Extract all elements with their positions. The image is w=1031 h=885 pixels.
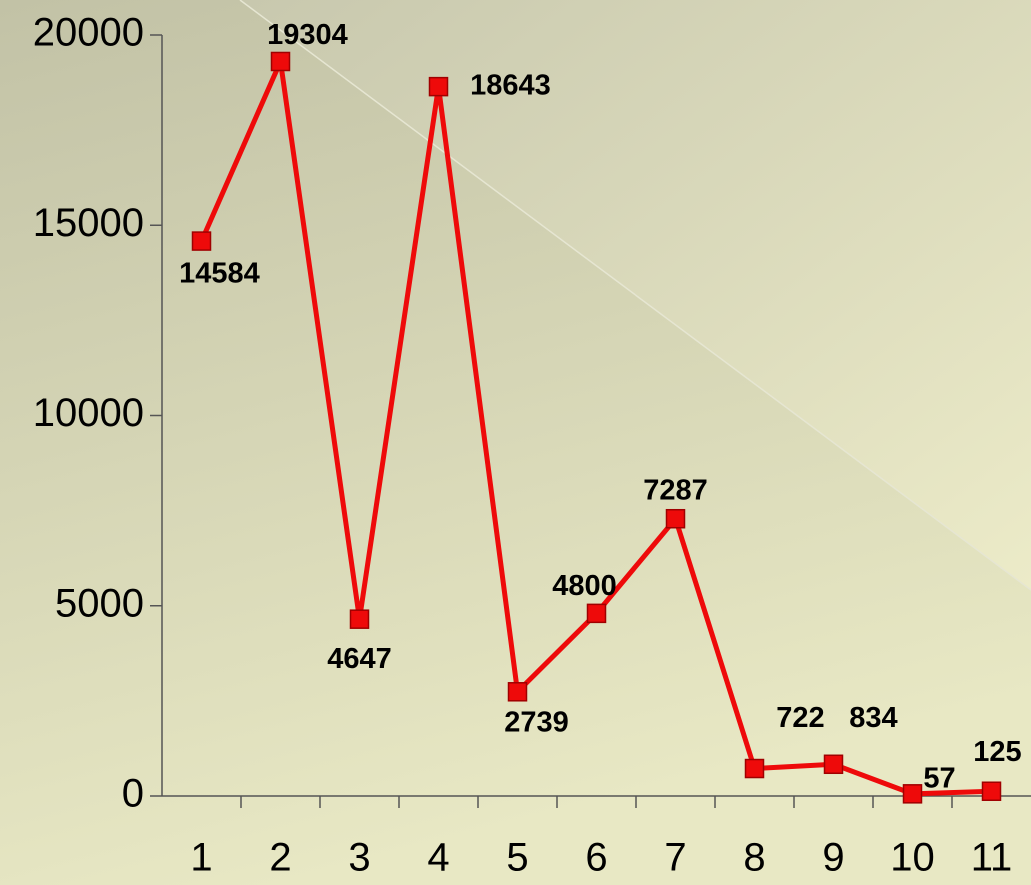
data-label: 14584 (179, 258, 260, 290)
data-marker (665, 508, 686, 529)
data-label: 19304 (267, 19, 348, 51)
data-marker (981, 781, 1002, 801)
y-tick-label: 15000 (33, 201, 144, 245)
y-tick-label: 20000 (33, 11, 144, 55)
data-marker (349, 609, 370, 629)
data-label: 125 (973, 736, 1021, 768)
x-tick-label: 3 (348, 836, 370, 880)
x-tick-label: 8 (743, 836, 765, 880)
x-tick-label: 10 (890, 836, 935, 880)
x-tick-label: 1 (190, 836, 212, 880)
data-marker (902, 784, 923, 804)
x-tick-label: 11 (971, 836, 1013, 880)
y-tick-label: 5000 (55, 581, 144, 625)
data-marker (507, 682, 528, 702)
y-tick-label: 0 (122, 772, 144, 816)
x-tick-label: 6 (585, 836, 607, 880)
data-label: 4800 (552, 570, 617, 602)
x-tick-label: 2 (269, 836, 291, 880)
data-label: 834 (849, 702, 897, 734)
data-label: 4647 (327, 643, 392, 675)
highlight-edge (239, 0, 1031, 591)
y-tick-label: 10000 (33, 391, 144, 435)
data-marker (823, 754, 844, 775)
data-marker (191, 231, 212, 251)
data-marker (428, 76, 449, 97)
x-tick-label: 5 (506, 836, 528, 880)
data-marker (270, 51, 291, 72)
data-marker (586, 603, 607, 624)
data-marker (744, 758, 765, 779)
x-tick-label: 7 (664, 836, 686, 880)
x-tick-label: 4 (427, 836, 449, 880)
data-label: 2739 (504, 706, 569, 738)
data-label: 7287 (643, 474, 708, 506)
data-label: 18643 (470, 69, 551, 101)
data-label: 722 (776, 702, 824, 734)
data-label: 57 (923, 762, 955, 794)
x-tick-label: 9 (822, 836, 844, 880)
